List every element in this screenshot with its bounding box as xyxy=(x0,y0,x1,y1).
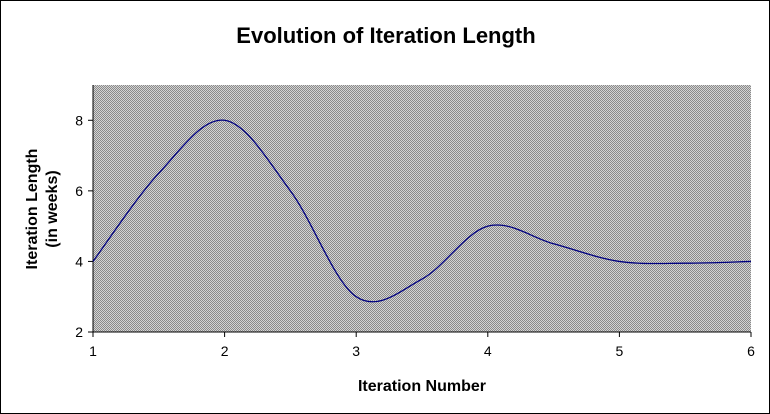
y-tick-label: 8 xyxy=(75,112,83,128)
x-axis-title: Iteration Number xyxy=(358,378,486,395)
x-tick-label: 5 xyxy=(616,343,624,359)
y-axis-title-line2: (in weeks) xyxy=(44,170,61,247)
x-tick-label: 1 xyxy=(89,343,97,359)
y-axis-title-line1: Iteration Length xyxy=(24,149,41,270)
x-tick-label: 2 xyxy=(221,343,229,359)
y-tick-label: 6 xyxy=(75,183,83,199)
plot-area xyxy=(93,85,751,332)
x-tick-label: 4 xyxy=(484,343,492,359)
x-tick-label: 6 xyxy=(747,343,755,359)
chart-title: Evolution of Iteration Length xyxy=(236,23,535,48)
y-tick-label: 4 xyxy=(75,253,83,269)
y-tick-label: 2 xyxy=(75,324,83,340)
x-tick-label: 3 xyxy=(352,343,360,359)
series-line xyxy=(92,119,752,303)
